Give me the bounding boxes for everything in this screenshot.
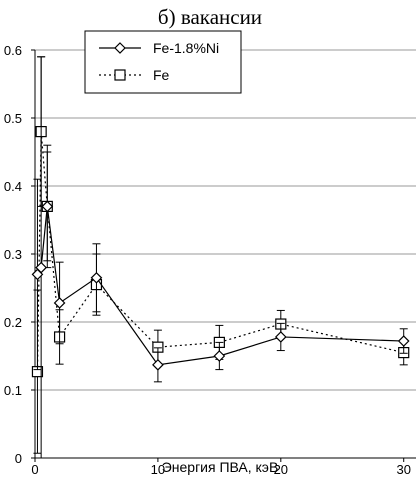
series-layer (31, 56, 410, 459)
legend: Fe-1.8%Ni Fe (84, 30, 242, 94)
series-fe (31, 56, 410, 454)
x-tick-label: 0 (31, 462, 38, 477)
series-fe-ni (31, 56, 410, 459)
legend-marker (114, 42, 126, 54)
data-point (41, 200, 54, 213)
x-tick-label: 30 (396, 462, 410, 477)
y-tick-label: 0.5 (4, 111, 22, 126)
data-point (213, 350, 226, 362)
legend-marker (114, 69, 126, 81)
y-axis-ticks: 0 0.1 0.2 0.3 0.4 0.5 0.6 (4, 43, 35, 466)
x-axis-title: Энергия ПВА, кэВ (162, 459, 279, 475)
chart-title: б) вакансии (158, 5, 262, 29)
data-point (53, 297, 66, 309)
y-tick-label: 0.2 (4, 315, 22, 330)
y-tick-label: 0.1 (4, 383, 22, 398)
y-tick-label: 0.6 (4, 43, 22, 58)
error-bar (37, 56, 46, 459)
x-tick-label: 10 (151, 462, 165, 477)
x-axis-ticks: 0 10 20 30 (31, 458, 411, 477)
legend-label: Fe (153, 67, 170, 83)
x-tick-label: 20 (274, 462, 288, 477)
y-tick-label: 0.4 (4, 179, 22, 194)
data-point (397, 335, 410, 347)
data-point (152, 358, 164, 371)
series-line (36, 131, 404, 372)
data-point (90, 271, 103, 284)
legend-label: Fe-1.8%Ni (153, 40, 219, 56)
data-point (35, 261, 47, 274)
y-tick-label: 0.3 (4, 247, 22, 262)
data-point (274, 331, 287, 343)
legend-box (84, 30, 242, 94)
y-tick-label: 0 (15, 451, 22, 466)
